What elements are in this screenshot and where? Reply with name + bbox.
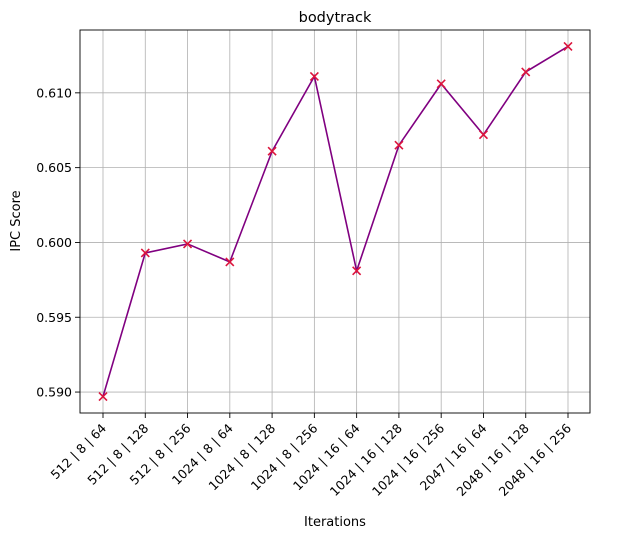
data-point-marker xyxy=(140,248,150,258)
data-point-marker xyxy=(309,71,319,81)
data-point-marker xyxy=(436,79,446,89)
data-point-marker xyxy=(478,130,489,140)
data-point-marker xyxy=(394,140,404,150)
y-tick-label: 0.590 xyxy=(36,385,72,400)
x-tick-label: 1024 | 16 | 256 xyxy=(369,420,447,498)
data-point-marker xyxy=(225,257,235,267)
chart-title: bodytrack xyxy=(299,10,372,26)
plot-frame xyxy=(79,29,591,414)
data-point-marker xyxy=(521,67,531,77)
data-point-marker xyxy=(563,41,573,52)
y-tick-label: 0.605 xyxy=(36,160,72,175)
y-tick-label: 0.595 xyxy=(36,310,72,325)
x-tick-label: 2048 | 16 | 256 xyxy=(496,420,574,498)
y-tick-label: 0.600 xyxy=(36,235,72,250)
grid-layer xyxy=(80,30,590,413)
series-layer xyxy=(98,41,573,402)
data-point-marker xyxy=(98,391,108,402)
y-tick-label: 0.610 xyxy=(36,85,72,100)
x-tick-label: 1024 | 16 | 128 xyxy=(327,420,405,498)
data-point-marker xyxy=(267,146,277,156)
y-axis-title: IPC Score xyxy=(9,190,24,251)
series-line xyxy=(102,45,569,397)
x-tick-label: 2048 | 16 | 128 xyxy=(453,420,531,498)
data-point-marker xyxy=(352,266,362,276)
x-axis-title: Iterations xyxy=(304,515,366,530)
data-point-marker xyxy=(182,239,193,249)
